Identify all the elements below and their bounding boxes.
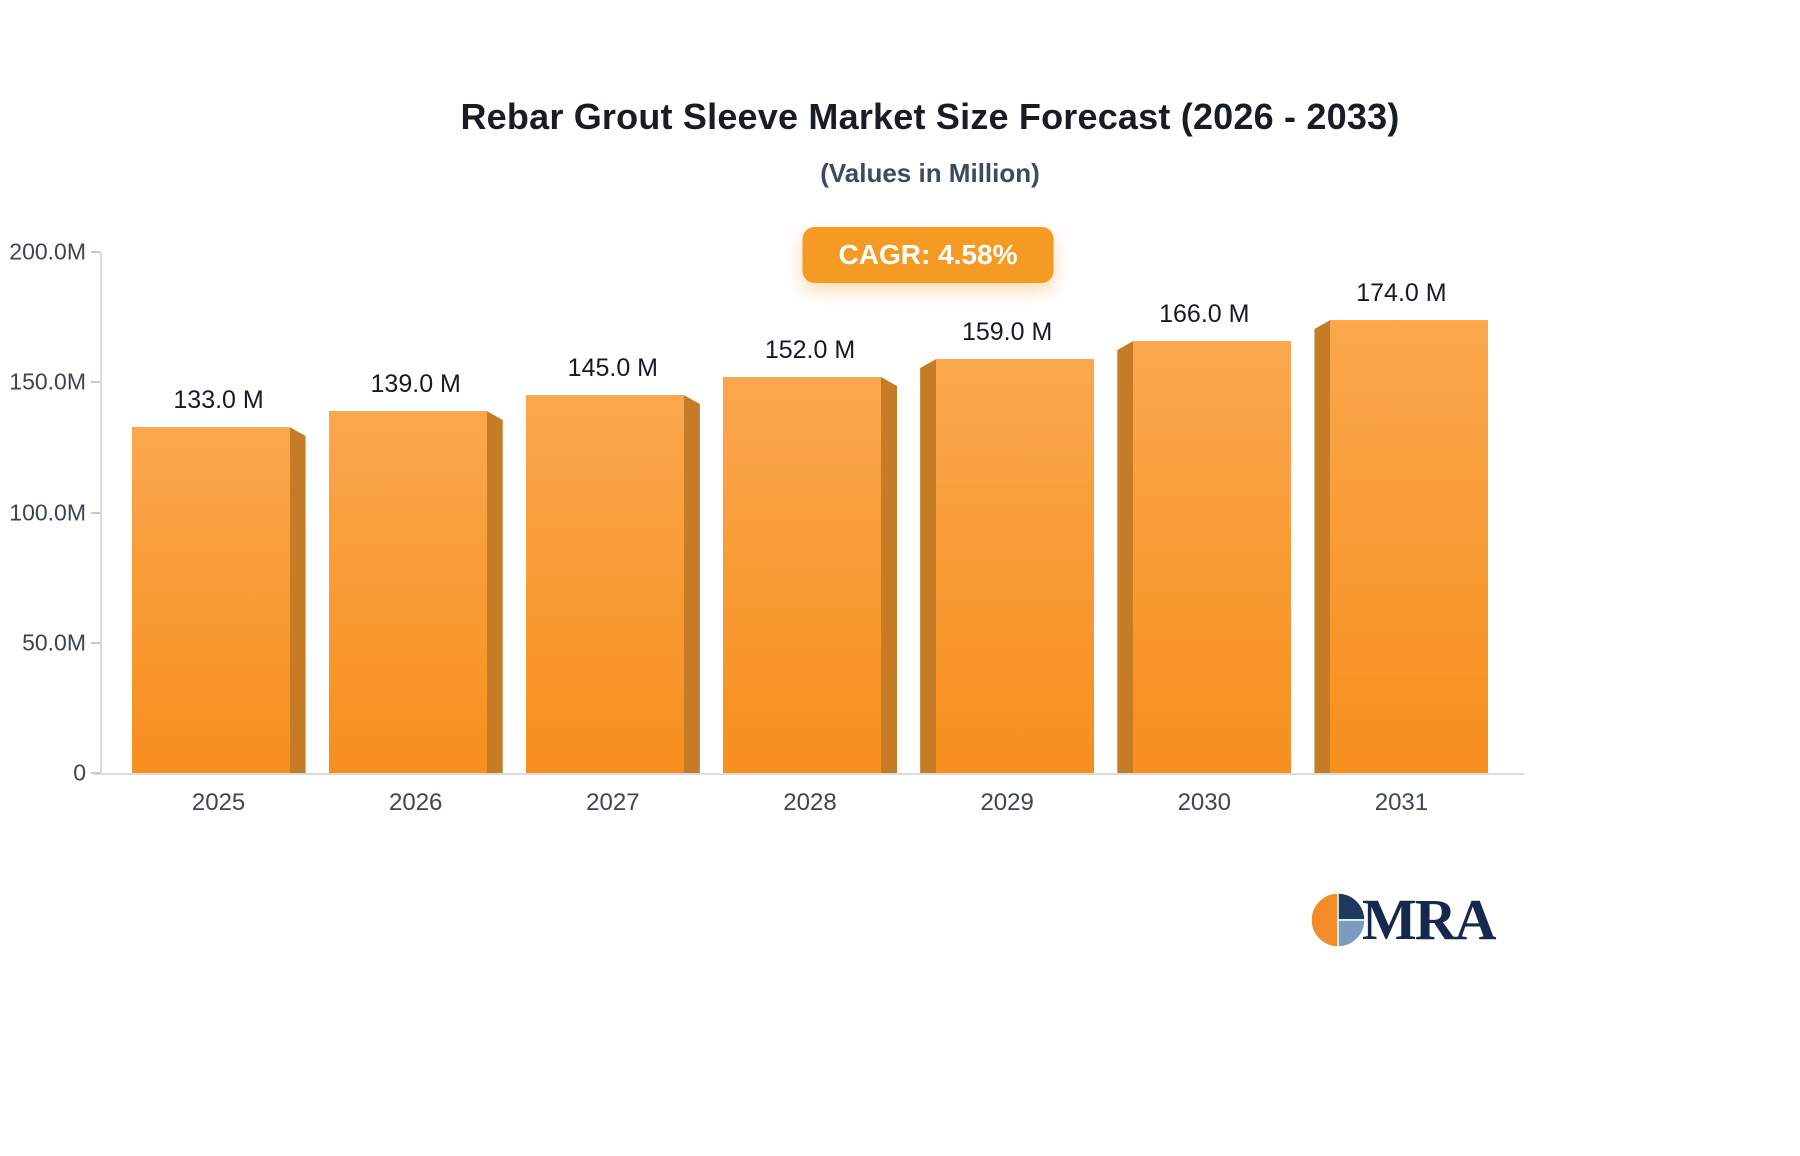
bar-value-label: 159.0 M — [961, 318, 1053, 346]
pie-logo-icon — [1310, 892, 1366, 948]
y-axis-tick-mark — [91, 772, 100, 774]
bar-face — [1330, 320, 1489, 773]
bar — [131, 427, 306, 773]
x-axis-tick-label: 2028 — [783, 789, 837, 816]
cagr-badge: CAGR: 4.58% — [802, 227, 1054, 283]
bar-face — [1133, 341, 1292, 773]
x-axis-tick-label: 2027 — [586, 789, 640, 816]
bar-value-label: 152.0 M — [764, 336, 856, 364]
bar — [525, 395, 700, 773]
y-axis-tick-label: 100.0M — [9, 499, 86, 525]
cagr-badge-label: CAGR: 4.58% — [838, 239, 1018, 270]
logo-slice-orange — [1310, 892, 1339, 948]
bar-value-label: 145.0 M — [567, 354, 659, 382]
bar — [1314, 320, 1489, 773]
x-axis-tick-label: 2031 — [1374, 789, 1429, 816]
bar-value-label: 139.0 M — [370, 370, 461, 398]
bar-side-face — [486, 411, 503, 773]
brand-text: MRA — [1362, 887, 1497, 952]
chart-subtitle: (Values in Million) — [820, 158, 1040, 188]
bar-face — [131, 427, 290, 773]
bar-value-label: 133.0 M — [173, 386, 264, 414]
x-axis-tick-label: 2029 — [980, 789, 1034, 816]
y-axis-tick-mark — [91, 381, 100, 384]
bar-side-face — [683, 395, 700, 773]
y-axis-tick-label: 50.0M — [22, 629, 86, 656]
y-axis-tick-mark — [91, 511, 100, 514]
logo-slice-steel — [1337, 919, 1366, 948]
bar-side-face — [881, 377, 897, 773]
bar-side-face — [1117, 341, 1134, 773]
y-axis-tick-mark — [91, 251, 100, 253]
x-axis-tick-label: 2025 — [191, 789, 246, 816]
bar-face — [723, 377, 881, 773]
x-axis-line — [94, 773, 1524, 775]
bar-value-label: 166.0 M — [1159, 300, 1250, 328]
bar-side-face — [920, 359, 937, 773]
y-axis-tick-mark — [91, 641, 100, 644]
bar-face — [936, 359, 1095, 773]
bar-side-face — [1314, 320, 1331, 773]
bar-side-face — [289, 427, 306, 773]
y-axis-tick-label: 150.0M — [9, 368, 86, 395]
bar — [920, 359, 1095, 773]
chart-title: Rebar Grout Sleeve Market Size Forecast … — [460, 96, 1400, 137]
y-axis-tick-label: 200.0M — [9, 238, 86, 265]
y-axis-tick-label: 0 — [73, 759, 86, 786]
chart-header: Rebar Grout Sleeve Market Size Forecast … — [30, 96, 1800, 189]
logo-slice-navy — [1337, 892, 1366, 921]
plot-area: 0 50.0M 100.0M 150.0M 200.0M 133.0 M 2025 139.0… — [9, 240, 1524, 816]
x-axis-tick-label: 2030 — [1177, 789, 1231, 816]
bar-face — [328, 411, 487, 773]
bar-value-label: 174.0 M — [1356, 279, 1447, 307]
bar — [1117, 341, 1292, 773]
y-axis-line — [100, 252, 102, 773]
bar — [723, 377, 897, 773]
bar-face — [525, 395, 684, 773]
x-axis-tick-label: 2026 — [389, 789, 443, 816]
bar — [328, 411, 503, 773]
brand-logo: MRA — [1308, 887, 1497, 952]
